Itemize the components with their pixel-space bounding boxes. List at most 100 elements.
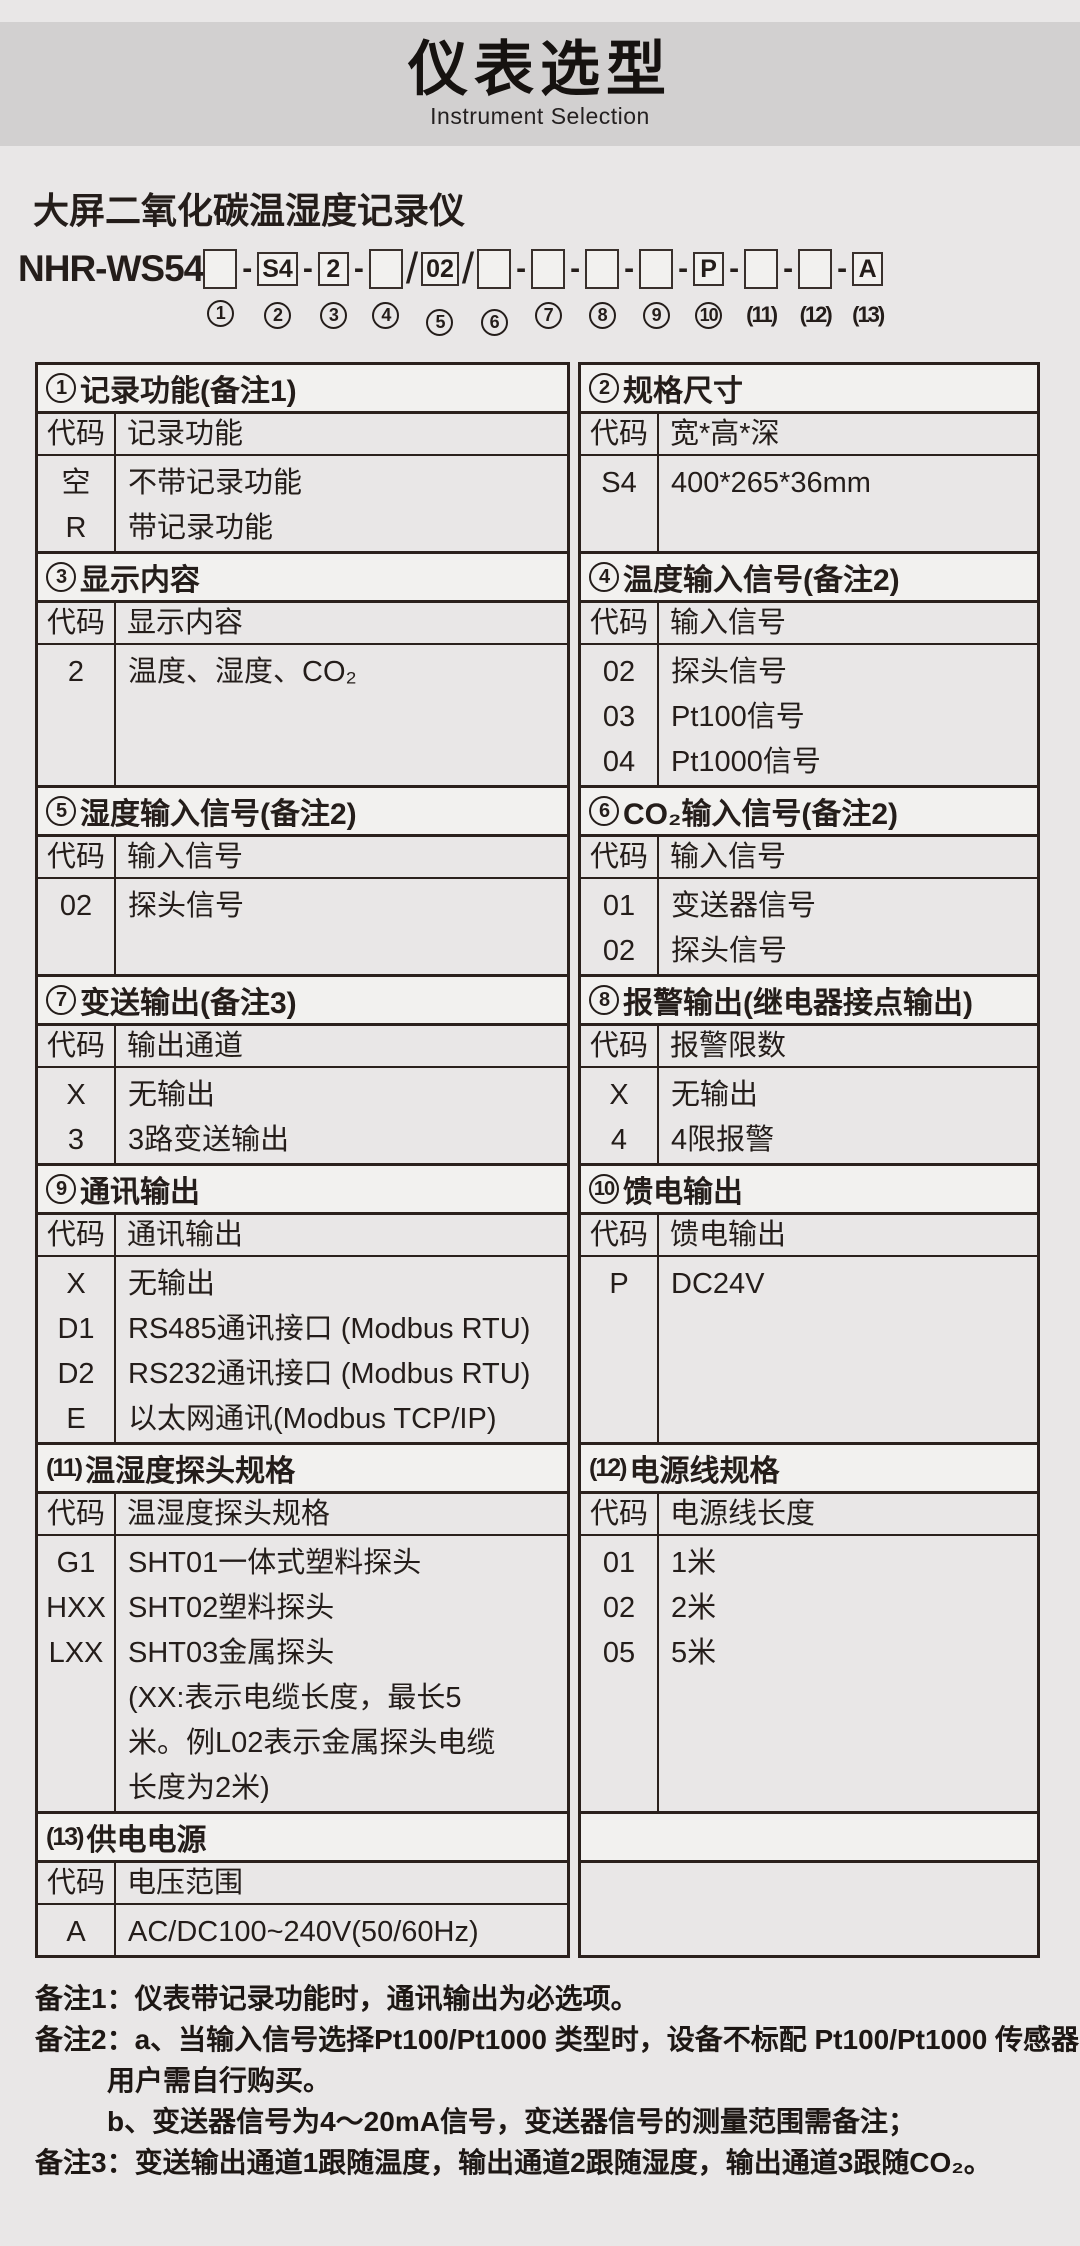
model-segments: 1-S4-2-2-3--4/02/5//6--7--8--9-P-10--(11…: [203, 246, 885, 344]
desc-cell: 5米: [671, 1637, 717, 1669]
model-segment-number-row: -2: [237, 300, 298, 330]
desc-cell: 长度为2米): [128, 1772, 270, 1804]
model-segment-top: -: [511, 246, 566, 292]
code-header-cell: 代码: [581, 1215, 657, 1257]
section: (11) 温湿度探头规格 代码 G1 HXX LXX 温湿度探头规格 SHT01一体式塑料探头…: [35, 1445, 570, 1814]
desc-cell: 探头信号: [671, 935, 788, 967]
desc-column: 显示内容 温度、湿度、CO₂: [116, 603, 567, 785]
model-number-wrap: 9: [639, 301, 673, 329]
code-cell: 01: [602, 890, 636, 922]
desc-header-cell: 温湿度探头规格: [116, 1494, 567, 1536]
model-segment-top: [203, 246, 238, 292]
model-number-wrap: 1: [203, 300, 237, 327]
section-title: 温度输入信号(备注2): [623, 564, 900, 597]
model-segment: - -8: [565, 246, 620, 344]
code-column: 代码 X D1 D2 E: [38, 1215, 116, 1442]
code-column: 代码 02 03 04: [581, 603, 659, 785]
desc-column: 输入信号 探头信号: [116, 837, 567, 974]
model-number-wrap: 10: [693, 301, 724, 329]
section: 5 湿度输入信号(备注2) 代码 02 输入信号 探头信号: [35, 788, 570, 977]
code-column: 代码 G1 HXX LXX: [38, 1494, 116, 1811]
circled-number: 9: [46, 1174, 76, 1204]
note-line: 备注3：变送输出通道1跟随温度，输出通道2跟随湿度，输出通道3跟随CO₂。: [35, 2147, 992, 2178]
code-column: 代码 X 3: [38, 1026, 116, 1163]
section-title: 变送输出(备注3): [80, 987, 297, 1020]
page-title: 仪表选型: [408, 36, 672, 103]
model-segment: -2-3: [298, 246, 349, 344]
page-subtitle: Instrument Selection: [430, 103, 650, 129]
model-segment-top: -: [619, 246, 674, 292]
model-segment-number-row: /6: [459, 300, 511, 344]
section: 10 馈电输出 代码 P 馈电输出 DC24V: [578, 1166, 1040, 1445]
desc-cell: 3路变送输出: [128, 1124, 290, 1156]
desc-header-cell: 显示内容: [116, 603, 567, 645]
code-cell: 03: [602, 701, 636, 733]
note-line: 用户需自行购买。: [107, 2065, 332, 2096]
section-title-row: 5 湿度输入信号(备注2): [38, 788, 567, 837]
section-title: 记录功能(备注1): [80, 375, 297, 408]
circled-number: 1: [206, 300, 234, 327]
model-segment-number-row: -(12): [778, 300, 833, 330]
desc-cell: 带记录功能: [128, 512, 274, 544]
section-title-row: (11) 温湿度探头规格: [38, 1445, 567, 1494]
desc-cell: 无输出: [671, 1079, 759, 1111]
code-cell: 01: [602, 1547, 636, 1579]
desc-column: 电源线长度 1米 2米 5米: [659, 1494, 1037, 1811]
model-separator: -: [729, 252, 740, 285]
circled-number: 7: [46, 985, 76, 1015]
code-header-cell: 代码: [581, 414, 657, 456]
paren-number: (11): [46, 1453, 83, 1482]
code-header-cell: 代码: [38, 1494, 114, 1536]
model-number-wrap: 6: [477, 308, 511, 336]
code-header-cell: 代码: [581, 1026, 657, 1068]
desc-cell: 以太网通讯(Modbus TCP/IP): [128, 1403, 497, 1435]
desc-header-cell: 报警限数: [659, 1026, 1037, 1068]
model-segment: -S4 -2: [237, 246, 298, 344]
code-cell: 02: [59, 890, 93, 922]
desc-column: 通讯输出 无输出 RS485通讯接口 (Modbus RTU) RS232通讯接口 (…: [116, 1215, 567, 1442]
desc-cell: RS485通讯接口 (Modbus RTU): [128, 1313, 531, 1345]
desc-cell: 变送器信号: [671, 890, 817, 922]
model-segment-number-row: -8: [565, 300, 619, 330]
section-title: 规格尺寸: [623, 375, 743, 408]
section: (12) 电源线规格 代码 01 02 05 电源线长度 1米 2米 5米: [578, 1445, 1040, 1814]
code-header-cell: 代码: [38, 1215, 114, 1257]
paren-number: (13): [852, 302, 885, 327]
desc-cell: (XX:表示电缆长度，最长5: [128, 1682, 462, 1714]
code-cell: 02: [602, 935, 636, 967]
model-number-wrap: 8: [585, 301, 619, 329]
section-body: 代码 A 电压范围 AC/DC100~240V(50/60Hz): [38, 1863, 567, 1955]
model-box-filled: P: [693, 252, 725, 286]
section-body: 代码 01 02 输入信号 变送器信号 探头信号: [581, 837, 1037, 974]
section: 8 报警输出(继电器接点输出) 代码 X 4 报警限数 无输出 4限报警: [578, 977, 1040, 1166]
code-cell: D1: [57, 1313, 95, 1345]
section-title: 通讯输出: [80, 1176, 200, 1209]
note-line: 备注1：仪表带记录功能时，通讯输出为必选项。: [35, 1983, 639, 2014]
code-header-cell: 代码: [38, 1026, 114, 1068]
model-box-empty: [531, 249, 566, 289]
code-cell: A: [66, 1916, 86, 1948]
code-column: 代码 P: [581, 1215, 659, 1442]
desc-cell: DC24V: [671, 1268, 765, 1300]
model-segment-number-row: -7: [511, 300, 565, 330]
model-box-filled: 02: [421, 252, 459, 286]
section-title: 供电电源: [86, 1824, 207, 1857]
desc-header-cell: 馈电输出: [659, 1215, 1037, 1257]
model-number-wrap: 3: [318, 301, 349, 329]
model-box-filled: S4: [257, 252, 298, 286]
model-separator: -: [242, 252, 253, 285]
model-separator: -: [837, 252, 848, 285]
paren-number: (11): [746, 302, 778, 327]
model-number-wrap: 4: [369, 301, 403, 329]
model-segment-top: -: [724, 246, 779, 292]
section-title-row: 4 温度输入信号(备注2): [581, 554, 1037, 603]
code-cell: 02: [602, 656, 636, 688]
section: 9 通讯输出代码 X D1 D2 E 通讯输出 无输出 RS485通讯接口 (Modbus RT…: [35, 1166, 570, 1445]
product-name: 大屏二氧化碳温湿度记录仪: [33, 190, 466, 231]
model-segment: - -7: [511, 246, 566, 344]
section-body: 代码空 R 记录功能 不带记录功能 带记录功能: [38, 414, 567, 551]
circled-number: 2: [264, 301, 292, 329]
model-box-empty: [744, 249, 779, 289]
circled-number: 7: [534, 301, 562, 329]
model-segment: - -(11): [724, 246, 779, 344]
